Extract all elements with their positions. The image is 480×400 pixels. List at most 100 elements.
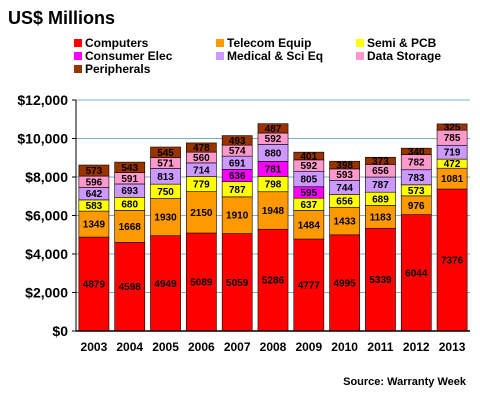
data-label-semi-pcb-2005: 750 [157, 187, 174, 198]
data-label-computers-2006: 5089 [190, 278, 213, 289]
bar-computers-2007 [221, 233, 253, 332]
data-label-computers-2004: 4598 [119, 282, 142, 293]
bar-peripherals-2011 [365, 156, 396, 165]
y-tick-label: $2,000 [25, 285, 68, 301]
data-label-medical-sci-eq-2006: 714 [193, 165, 210, 176]
data-label-data-storage-2006: 560 [193, 153, 210, 164]
data-label-medical-sci-eq-2007: 691 [229, 158, 246, 169]
y-tick-label: $0 [52, 323, 68, 339]
legend-label-telecom-equip: Telecom Equip [227, 36, 311, 50]
data-label-consumer-elec-2009: 595 [300, 188, 317, 199]
legend-swatch-medical-sci-eq [216, 52, 224, 60]
x-tick-label-2009: 2009 [295, 340, 322, 354]
bar-peripherals-2007 [221, 135, 253, 146]
legend-label-semi-pcb: Semi & PCB [367, 36, 437, 50]
data-label-consumer-elec-2008: 781 [265, 164, 282, 175]
data-label-semi-pcb-2011: 689 [372, 194, 389, 205]
data-label-consumer-elec-2007: 636 [229, 171, 246, 182]
x-tick-label-2003: 2003 [81, 340, 108, 354]
x-tick-label-2004: 2004 [116, 340, 143, 354]
data-label-semi-pcb-2010: 656 [336, 196, 353, 207]
bar-peripherals-2013 [436, 123, 468, 131]
data-label-peripherals-2005: 545 [157, 148, 174, 159]
legend-swatch-telecom-equip [216, 39, 224, 47]
data-label-peripherals-2012: 340 [408, 147, 425, 158]
legend-label-medical-sci-eq: Medical & Sci Eq [227, 49, 323, 63]
data-label-telecom-equip-2012: 976 [408, 201, 425, 212]
legend-swatch-consumer-elec [74, 52, 82, 60]
data-label-peripherals-2011: 373 [372, 156, 389, 167]
data-label-telecom-equip-2005: 1930 [154, 213, 177, 224]
y-tick-label: $10,000 [17, 131, 68, 147]
data-label-data-storage-2005: 571 [157, 158, 174, 169]
data-label-data-storage-2007: 574 [229, 146, 246, 157]
x-axis: 2003 2004 2005 2006 2007 2008 2009 2010 2011 2012… [76, 330, 470, 354]
bars: 4879134958364259657345981668680693591543… [78, 123, 468, 332]
x-tick-label-2010: 2010 [331, 340, 358, 354]
bar-peripherals-2004 [114, 161, 146, 173]
bar-telecom-equip-2005 [150, 198, 181, 237]
data-label-peripherals-2003: 573 [86, 166, 103, 177]
data-label-medical-sci-eq-2005: 813 [157, 172, 174, 183]
data-label-telecom-equip-2007: 1910 [226, 211, 249, 222]
bar-computers-2006 [186, 232, 217, 332]
data-label-peripherals-2009: 401 [300, 152, 317, 163]
data-label-semi-pcb-2009: 637 [300, 200, 317, 211]
bar-peripherals-2012 [400, 147, 432, 156]
x-tick-label-2012: 2012 [403, 340, 430, 354]
bar-peripherals-2010 [329, 160, 360, 170]
x-tick-label-2011: 2011 [367, 340, 393, 354]
legend-label-data-storage: Data Storage [367, 49, 441, 63]
y-tick-label: $8,000 [25, 169, 68, 185]
data-label-semi-pcb-2007: 787 [229, 185, 246, 196]
data-label-telecom-equip-2011: 1183 [370, 212, 392, 223]
x-tick-label-2006: 2006 [188, 340, 215, 354]
source-note: Source: Warranty Week [343, 376, 467, 388]
bar-peripherals-2006 [186, 142, 217, 153]
data-label-computers-2003: 4879 [83, 280, 106, 291]
data-label-data-storage-2008: 592 [265, 134, 282, 145]
data-label-computers-2005: 4949 [154, 279, 177, 290]
bar-peripherals-2005 [150, 146, 181, 158]
data-label-telecom-equip-2009: 1484 [298, 220, 321, 231]
data-label-computers-2013: 7376 [441, 256, 464, 267]
bar-peripherals-2003 [78, 164, 110, 177]
bar-computers-2012 [400, 214, 432, 332]
data-label-data-storage-2011: 656 [372, 166, 389, 177]
data-label-medical-sci-eq-2010: 744 [336, 183, 353, 194]
data-label-medical-sci-eq-2008: 880 [265, 148, 282, 159]
legend-label-peripherals: Peripherals [85, 62, 151, 76]
legend: Computers Telecom Equip Semi & PCB Consumer… [74, 36, 441, 76]
data-label-peripherals-2004: 543 [121, 163, 138, 174]
data-label-computers-2008: 5286 [262, 276, 285, 287]
bar-telecom-equip-2010 [329, 206, 360, 236]
data-label-medical-sci-eq-2003: 642 [86, 189, 103, 200]
data-label-telecom-equip-2004: 1668 [119, 222, 142, 233]
bar-computers-2011 [365, 227, 396, 332]
data-label-data-storage-2010: 593 [336, 170, 353, 181]
y-tick-label: $6,000 [25, 208, 68, 224]
data-label-medical-sci-eq-2009: 805 [300, 175, 317, 186]
data-label-peripherals-2008: 487 [265, 124, 282, 135]
data-label-data-storage-2013: 785 [444, 133, 461, 144]
chart-title: US$ Millions [8, 8, 115, 28]
data-label-semi-pcb-2003: 583 [86, 201, 103, 212]
data-label-telecom-equip-2010: 1433 [334, 217, 357, 228]
data-label-telecom-equip-2003: 1349 [83, 220, 106, 231]
bar-computers-2005 [150, 235, 181, 332]
data-label-telecom-equip-2013: 1081 [441, 174, 464, 185]
data-label-computers-2012: 6044 [405, 268, 428, 279]
legend-swatch-computers [74, 39, 82, 47]
data-label-peripherals-2013: 325 [444, 123, 461, 134]
data-label-data-storage-2012: 782 [408, 158, 425, 169]
data-label-peripherals-2007: 493 [229, 136, 246, 147]
bar-telecom-equip-2009 [293, 210, 325, 240]
y-axis: $0 $2,000 $4,000 $6,000 $8,000 $10,000 $12,000 [17, 92, 77, 339]
data-label-semi-pcb-2006: 779 [193, 180, 210, 191]
data-label-computers-2009: 4777 [298, 281, 321, 292]
legend-label-consumer-elec: Consumer Elec [85, 49, 173, 63]
x-tick-label-2013: 2013 [439, 340, 466, 354]
legend-swatch-semi-pcb [356, 39, 364, 47]
data-label-semi-pcb-2008: 798 [265, 180, 282, 191]
